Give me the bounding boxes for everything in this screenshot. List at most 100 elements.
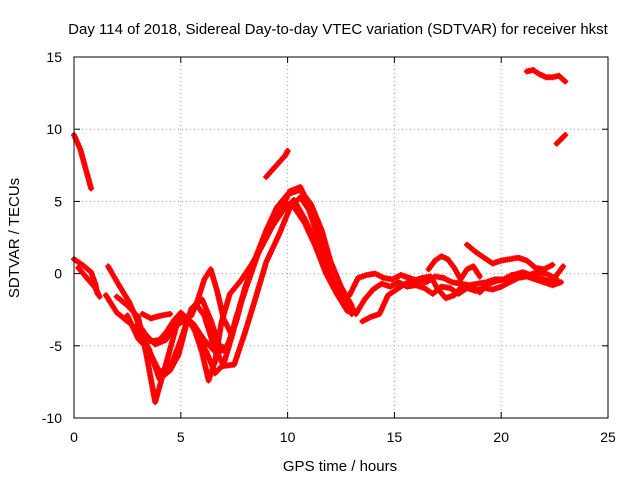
data-point	[148, 316, 153, 321]
data-point	[339, 284, 343, 289]
data-point	[230, 333, 235, 338]
data-point	[563, 133, 568, 137]
data-point	[445, 257, 450, 262]
data-point	[460, 283, 465, 288]
data-point	[76, 265, 81, 270]
data-point	[368, 314, 373, 319]
data-point	[499, 284, 504, 289]
data-point	[407, 275, 412, 280]
data-point	[153, 400, 158, 405]
y-tick-label: 15	[46, 49, 62, 65]
data-point	[347, 293, 352, 298]
data-point	[373, 271, 378, 276]
data-point	[146, 348, 151, 353]
data-point	[238, 278, 243, 283]
data-point	[202, 277, 207, 282]
data-point	[144, 333, 149, 338]
data-point	[486, 281, 491, 286]
data-point	[104, 293, 108, 298]
data-point	[283, 153, 288, 158]
data-point	[221, 362, 226, 367]
data-point	[172, 323, 177, 328]
data-point	[298, 185, 303, 189]
data-point	[544, 271, 549, 276]
y-tick-label: 5	[54, 193, 62, 209]
data-point	[157, 369, 162, 374]
data-point	[388, 284, 393, 289]
series-s18	[553, 132, 569, 147]
data-point	[554, 277, 559, 282]
data-point	[242, 330, 247, 335]
series-s10	[139, 311, 174, 322]
data-point	[477, 290, 482, 295]
x-tick-label: 15	[387, 429, 403, 445]
data-point	[550, 75, 555, 80]
y-tick-label: -5	[50, 338, 63, 354]
data-point	[78, 147, 83, 152]
data-point	[84, 275, 89, 280]
data-point	[441, 275, 446, 280]
data-point	[386, 293, 390, 298]
data-point	[537, 275, 542, 280]
series-s17	[523, 67, 569, 85]
data-point	[204, 349, 209, 354]
data-point	[136, 336, 141, 341]
data-point	[354, 312, 358, 316]
data-point	[424, 280, 429, 285]
data-point	[180, 313, 185, 318]
data-point	[168, 312, 173, 316]
data-point	[136, 322, 141, 327]
data-point	[475, 281, 480, 286]
data-point	[422, 286, 427, 290]
data-point	[563, 79, 568, 84]
data-point	[178, 338, 183, 342]
data-point	[559, 137, 563, 142]
data-point	[324, 265, 328, 270]
data-point	[89, 186, 94, 191]
data-point	[433, 258, 437, 263]
data-point	[349, 312, 354, 316]
data-point	[82, 163, 87, 168]
data-point	[292, 198, 296, 202]
data-point	[136, 314, 141, 319]
x-tick-labels: 0 5 10 15 20 25	[70, 429, 616, 445]
data-point	[140, 312, 145, 316]
data-point	[270, 167, 275, 172]
data-point	[546, 278, 551, 283]
data-point	[362, 297, 367, 302]
data-point	[531, 68, 536, 72]
data-point	[260, 244, 264, 249]
data-point	[210, 340, 215, 345]
series-plus-markers	[263, 147, 291, 180]
data-point	[447, 286, 452, 290]
data-point	[206, 378, 211, 383]
data-point	[507, 280, 512, 285]
data-point	[428, 274, 433, 279]
data-point	[189, 313, 194, 318]
data-point	[458, 277, 463, 282]
series-s15	[425, 253, 483, 283]
data-point	[234, 314, 239, 319]
data-point	[439, 254, 444, 259]
data-point	[302, 216, 307, 221]
data-point	[191, 325, 196, 329]
data-point	[195, 297, 200, 302]
series-s14	[359, 269, 560, 325]
data-point	[360, 319, 365, 324]
data-point	[364, 273, 369, 277]
series-s1	[71, 132, 95, 192]
data-point	[550, 262, 555, 267]
data-point	[541, 267, 546, 272]
data-point	[482, 255, 487, 260]
chart-title: Day 114 of 2018, Sidereal Day-to-day VTE…	[68, 21, 608, 38]
data-point	[200, 351, 205, 355]
x-tick-label: 10	[280, 429, 296, 445]
data-point	[93, 286, 98, 290]
data-point	[285, 148, 290, 153]
data-point	[356, 275, 361, 280]
data-point	[556, 73, 561, 78]
plot-frame	[73, 56, 609, 419]
data-point	[208, 317, 213, 322]
series-s3	[75, 264, 103, 300]
data-point	[379, 281, 384, 286]
